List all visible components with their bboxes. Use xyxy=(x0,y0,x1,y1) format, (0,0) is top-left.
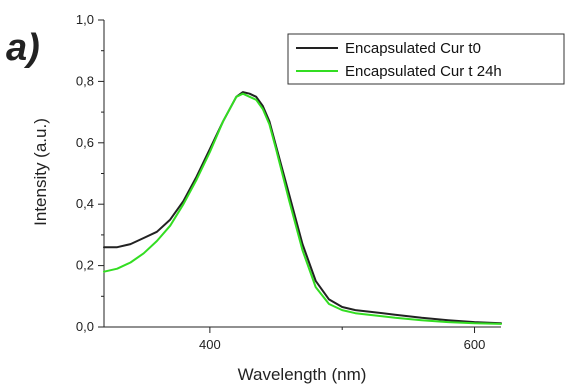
y-tick-label: 0,8 xyxy=(76,73,94,88)
legend-box xyxy=(287,33,565,85)
legend-label-t24: Encapsulated Cur t 24h xyxy=(345,63,502,80)
y-tick-label: 1,0 xyxy=(76,12,94,27)
x-axis-title: Wavelength (nm) xyxy=(238,365,367,384)
panel-label: a) xyxy=(6,27,40,69)
y-axis-title: Intensity (a.u.) xyxy=(31,118,50,226)
x-tick-label: 600 xyxy=(464,337,486,352)
series-line-t0 xyxy=(103,91,502,325)
legend: Encapsulated Cur t0 Encapsulated Cur t 2… xyxy=(287,33,565,85)
y-tick-label: 0,2 xyxy=(76,258,94,273)
y-tick-label: 0,4 xyxy=(76,196,94,211)
legend-label-t0: Encapsulated Cur t0 xyxy=(345,40,481,57)
series-group xyxy=(103,91,502,325)
y-tick-label: 0,6 xyxy=(76,135,94,150)
y-tick-label: 0,0 xyxy=(76,319,94,334)
ticks: 0,0 0,2 0,4 0,6 0,8 1,0 400 600 xyxy=(76,12,485,352)
series-line-t24 xyxy=(103,92,502,325)
x-tick-label: 400 xyxy=(199,337,221,352)
